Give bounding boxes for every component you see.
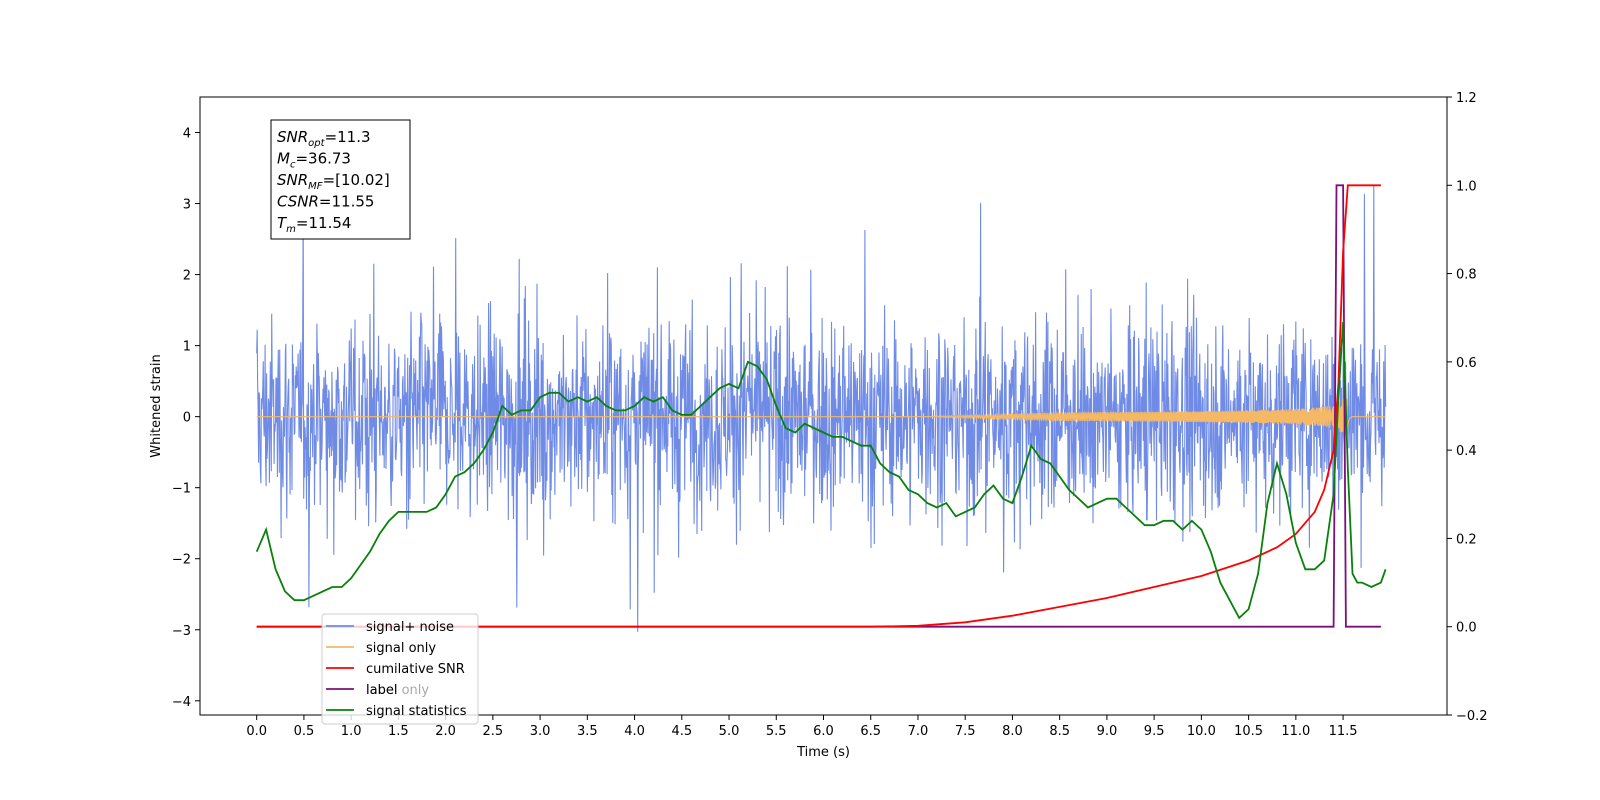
y-left-tick-label: 3 [183,198,191,213]
x-tick-label: 3.0 [530,724,551,739]
x-tick-label: 11.0 [1281,724,1310,739]
x-tick-label: 2.5 [483,724,504,739]
stats-annotation-box: SNRopt=11.3Mc=36.73SNRMF=[10.02]CSNR=11.… [270,119,411,240]
y-left-tick-label: −4 [172,695,191,710]
signal-only-line [256,393,1386,436]
x-tick-label: 6.0 [813,724,834,739]
legend-frame [321,613,479,725]
y-right-tick-label: 0.8 [1456,268,1477,283]
x-tick-label: 9.5 [1144,724,1165,739]
annotation-line: SNRopt=11.3 [277,128,371,149]
right-axis-series [255,184,1387,628]
y-left-tick-label: 1 [183,340,191,355]
x-tick-label: 7.5 [955,724,976,739]
x-tick-label: 0.0 [246,724,267,739]
x-tick-label: 4.5 [671,724,692,739]
annotation-frame [270,119,411,240]
x-tick-label: 3.5 [577,724,598,739]
y-right-tick-label: 1.2 [1456,91,1477,106]
x-axis-label: Time (s) [796,745,850,760]
y-right-tick-label: 1.0 [1456,179,1477,194]
line-signal-statistics [255,322,1387,620]
x-tick-label: 1.0 [341,724,362,739]
annotation-line: SNRMF=[10.02] [277,171,390,192]
legend-entry: signal+ noise [366,620,454,635]
annotation-line: Mc=36.73 [277,150,351,171]
x-tick-label: 9.0 [1097,724,1118,739]
x-tick-label: 10.5 [1234,724,1263,739]
x-tick-label: 2.0 [435,724,456,739]
legend-entry: signal only [366,641,436,656]
line-label [256,184,1381,628]
legend-entry-hidden: label only [366,683,429,698]
y-left-tick-label: 0 [183,411,191,426]
x-tick-label: 6.5 [860,724,881,739]
line-cumilative-snr [256,184,1381,628]
x-tick-label: 5.5 [766,724,787,739]
annotation-line: CSNR=11.55 [277,193,374,211]
x-tick-label: 11.5 [1329,724,1358,739]
y-right-tick-label: −0.2 [1456,709,1488,724]
y-right-tick-label: 0.6 [1456,356,1477,371]
x-tick-label: 7.0 [908,724,929,739]
series-signal-only [256,393,1386,436]
x-tick-label: 8.0 [1002,724,1023,739]
x-tick-label: 8.5 [1049,724,1070,739]
y-right-tick-label: 0.0 [1456,621,1477,636]
legend-entry: signal statistics [366,704,467,719]
x-tick-label: 5.0 [719,724,740,739]
y-right-tick-label: 0.4 [1456,444,1477,459]
x-tick-label: 0.5 [294,724,315,739]
series-signal-plus-noise [256,185,1387,632]
y-left-tick-label: −2 [172,553,191,568]
y-left-tick-label: 4 [183,127,191,142]
x-tick-label: 1.5 [388,724,409,739]
annotation-line: Tm=11.54 [277,214,351,235]
y-right-tick-label: 0.2 [1456,532,1477,547]
y-left-tick-label: −3 [172,624,191,639]
y-left-tick-label: 2 [183,269,191,284]
x-tick-label: 4.0 [624,724,645,739]
legend-entry: label [366,683,397,698]
y-left-tick-label: −1 [172,482,191,497]
legend: signal+ noise signal only cumilative SNR la… [321,613,479,725]
noise-line [256,185,1387,632]
y-axis-label: Whitened strain [149,354,164,457]
legend-entry: cumilative SNR [366,662,465,677]
x-tick-label: 10.0 [1187,724,1216,739]
axis-ticks: 0.0 0.5 1.0 1.5 2.0 2.5 3.0 3.5 4.0 4.5 5.0 5.5 6.0 6… [172,91,1488,739]
